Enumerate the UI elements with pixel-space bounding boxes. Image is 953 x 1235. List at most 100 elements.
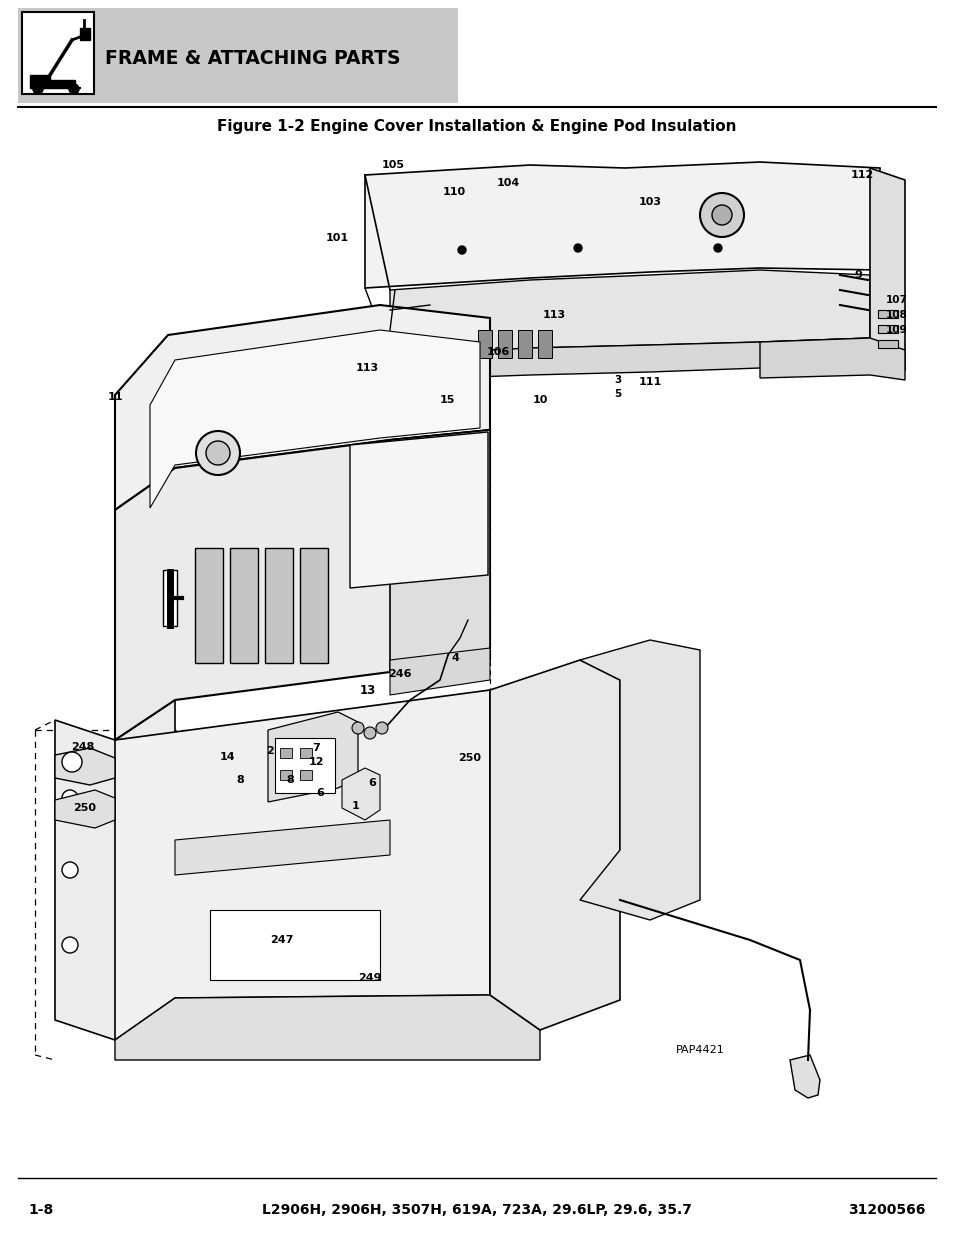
Circle shape <box>713 245 721 252</box>
Circle shape <box>711 205 731 225</box>
Text: 7: 7 <box>312 743 319 753</box>
Polygon shape <box>579 640 700 920</box>
Circle shape <box>574 245 581 252</box>
Circle shape <box>700 193 743 237</box>
Bar <box>274 739 335 793</box>
Text: 6: 6 <box>368 778 375 788</box>
Polygon shape <box>55 748 115 785</box>
Circle shape <box>33 84 43 94</box>
Circle shape <box>364 727 375 739</box>
Polygon shape <box>390 648 490 695</box>
Bar <box>877 340 897 348</box>
Text: 101: 101 <box>325 233 348 243</box>
Polygon shape <box>869 168 904 370</box>
Polygon shape <box>390 338 869 380</box>
Text: 248: 248 <box>71 742 94 752</box>
Circle shape <box>69 84 79 94</box>
Polygon shape <box>390 430 490 672</box>
Bar <box>22 12 94 94</box>
Polygon shape <box>789 1055 820 1098</box>
Text: 14: 14 <box>220 752 235 762</box>
Bar <box>265 548 293 663</box>
Text: L2906H, 2906H, 3507H, 619A, 723A, 29.6LP, 29.6, 35.7: L2906H, 2906H, 3507H, 619A, 723A, 29.6LP… <box>262 1203 691 1216</box>
Text: 3: 3 <box>614 375 620 385</box>
Text: 6: 6 <box>315 788 324 798</box>
Text: 4: 4 <box>451 653 458 663</box>
Polygon shape <box>30 75 75 88</box>
Text: FRAME & ATTACHING PARTS: FRAME & ATTACHING PARTS <box>105 48 400 68</box>
Text: 113: 113 <box>542 310 565 320</box>
Text: 5: 5 <box>614 389 620 399</box>
Bar <box>299 769 312 781</box>
Bar <box>517 330 532 358</box>
Bar <box>230 548 257 663</box>
Polygon shape <box>150 330 479 508</box>
Circle shape <box>352 722 364 734</box>
Text: 1: 1 <box>352 802 359 811</box>
Polygon shape <box>268 713 357 802</box>
Circle shape <box>195 431 240 475</box>
Circle shape <box>457 246 465 254</box>
Text: 8: 8 <box>236 776 244 785</box>
Text: 11: 11 <box>107 391 123 403</box>
Polygon shape <box>55 700 174 1040</box>
Text: 250: 250 <box>458 753 481 763</box>
Bar <box>299 548 328 663</box>
Bar <box>299 748 312 758</box>
Text: 113: 113 <box>355 363 378 373</box>
Text: 1-8: 1-8 <box>28 1203 53 1216</box>
Bar <box>163 571 177 626</box>
Text: 249: 249 <box>358 973 381 983</box>
Text: 106: 106 <box>486 347 509 357</box>
Bar <box>80 28 90 40</box>
Text: 108: 108 <box>885 310 907 320</box>
Text: 111: 111 <box>638 377 661 387</box>
Text: 2: 2 <box>266 746 274 756</box>
Text: 9: 9 <box>853 270 861 280</box>
Polygon shape <box>115 995 539 1060</box>
Text: 109: 109 <box>885 325 906 335</box>
Circle shape <box>62 937 78 953</box>
Polygon shape <box>760 338 904 380</box>
Text: 104: 104 <box>496 178 519 188</box>
Bar <box>280 748 292 758</box>
Text: 107: 107 <box>885 295 907 305</box>
Circle shape <box>62 862 78 878</box>
Polygon shape <box>365 162 879 288</box>
Polygon shape <box>490 659 619 1030</box>
Bar <box>537 330 552 358</box>
Bar <box>18 7 457 103</box>
Text: 13: 13 <box>359 683 375 697</box>
Text: 246: 246 <box>388 669 412 679</box>
Polygon shape <box>390 270 869 354</box>
Circle shape <box>62 790 78 806</box>
Bar <box>497 330 512 358</box>
Bar <box>877 325 897 333</box>
Text: 105: 105 <box>381 161 404 170</box>
Text: 31200566: 31200566 <box>848 1203 925 1216</box>
Text: 12: 12 <box>308 757 323 767</box>
Circle shape <box>375 722 388 734</box>
Text: Figure 1-2 Engine Cover Installation & Engine Pod Insulation: Figure 1-2 Engine Cover Installation & E… <box>217 120 736 135</box>
Bar <box>210 910 379 981</box>
Polygon shape <box>350 432 488 588</box>
Text: 103: 103 <box>638 198 660 207</box>
Bar <box>194 548 223 663</box>
Bar <box>877 310 897 317</box>
Text: 15: 15 <box>438 395 455 405</box>
Text: 250: 250 <box>73 803 96 813</box>
Circle shape <box>206 441 230 466</box>
Text: 10: 10 <box>532 395 547 405</box>
Polygon shape <box>115 430 490 740</box>
Text: 8: 8 <box>286 776 294 785</box>
Polygon shape <box>174 820 390 876</box>
Circle shape <box>62 752 82 772</box>
Text: 247: 247 <box>270 935 294 945</box>
Polygon shape <box>341 768 379 820</box>
Text: PAP4421: PAP4421 <box>675 1045 723 1055</box>
Bar <box>477 330 492 358</box>
Text: 110: 110 <box>442 186 465 198</box>
Polygon shape <box>115 690 490 1040</box>
Polygon shape <box>55 790 115 827</box>
Polygon shape <box>115 305 490 510</box>
